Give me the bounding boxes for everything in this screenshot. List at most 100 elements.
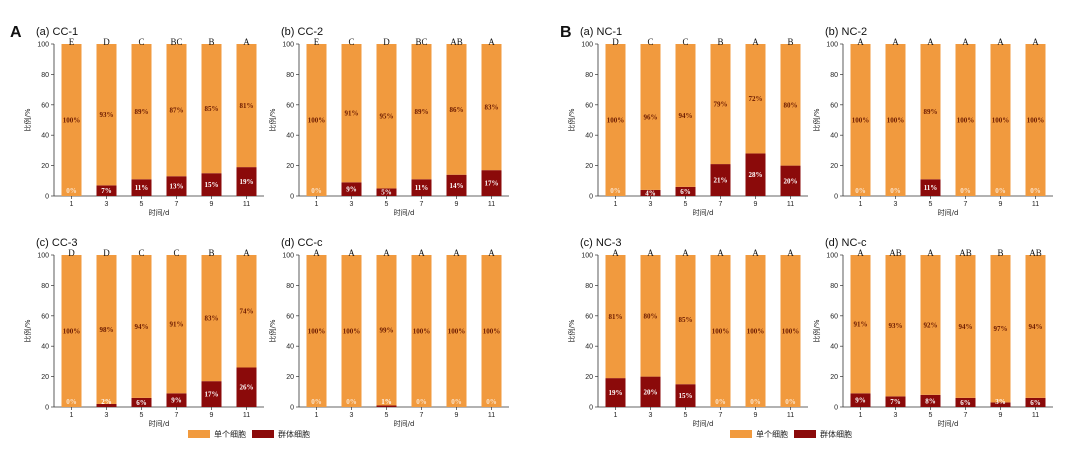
group-percent-label: 11% [415, 184, 429, 192]
group-percent-label: 0% [486, 398, 497, 406]
significance-letter: D [383, 37, 390, 47]
bar-single-segment [166, 44, 187, 177]
bar-single-segment [481, 255, 502, 407]
group-percent-label: 0% [995, 187, 1006, 195]
x-axis-label: 时间/d [149, 208, 170, 217]
y-tick-label: 80 [830, 283, 838, 290]
group-percent-label: 2% [101, 398, 112, 406]
bar-single-segment [166, 255, 187, 394]
single-percent-label: 100% [957, 117, 975, 125]
single-percent-label: 100% [852, 117, 870, 125]
y-tick-label: 100 [37, 42, 49, 49]
bar-single-segment [850, 44, 871, 196]
group-percent-label: 26% [240, 384, 254, 392]
y-tick-label: 100 [37, 253, 49, 260]
x-tick-label: 9 [754, 201, 758, 208]
y-tick-label: 80 [41, 72, 49, 79]
legend-2: 单个细胞 群体细胞 [730, 429, 852, 439]
bar-single-segment [990, 255, 1011, 403]
significance-letter: E [314, 37, 320, 47]
single-percent-label: 100% [413, 328, 431, 336]
y-tick-label: 80 [830, 72, 838, 79]
group-percent-label: 0% [346, 398, 357, 406]
x-tick-label: 9 [455, 201, 459, 208]
significance-letter: A [647, 248, 654, 258]
y-tick-label: 0 [45, 405, 49, 412]
y-tick-label: 60 [41, 102, 49, 109]
y-tick-label: 100 [282, 253, 294, 260]
bar-group-segment [131, 397, 152, 407]
x-tick-label: 1 [70, 412, 74, 419]
significance-letter: C [682, 37, 688, 47]
significance-letter: AB [889, 248, 902, 258]
x-tick-label: 5 [385, 412, 389, 419]
bar-group-segment [131, 179, 152, 196]
y-tick-label: 20 [286, 374, 294, 381]
group-percent-label: 0% [715, 398, 726, 406]
significance-letter: C [348, 37, 354, 47]
bar-group-segment [341, 182, 362, 196]
y-tick-label: 100 [581, 253, 593, 260]
group-percent-label: 19% [240, 178, 254, 186]
x-tick-label: 7 [175, 201, 179, 208]
legend-label-single: 单个细胞 [214, 429, 246, 439]
x-tick-label: 3 [649, 201, 653, 208]
bar-single-segment [885, 44, 906, 196]
y-tick-label: 40 [286, 344, 294, 351]
significance-letter: C [647, 37, 653, 47]
chart-panel-6: (b) NC-2 0 20 40 60 80 100 比例/% 时间/d 1 A 100% 0% 3 A 10… [812, 26, 1053, 217]
x-tick-label: 11 [243, 412, 250, 419]
single-percent-label: 94% [679, 112, 693, 120]
significance-letter: A [752, 248, 759, 258]
significance-letter: A [927, 37, 934, 47]
bar-single-segment [640, 255, 661, 377]
x-tick-label: 3 [350, 412, 354, 419]
single-percent-label: 100% [747, 328, 765, 336]
y-axis-label: 比例/% [23, 319, 32, 342]
section-label-a: A [10, 24, 22, 41]
chart-panel-7: (c) NC-3 0 20 40 60 80 100 比例/% 时间/d 1 A 81% 19% 3 A 80… [567, 237, 808, 428]
group-percent-label: 0% [416, 398, 427, 406]
single-percent-label: 93% [100, 111, 114, 119]
significance-letter: D [612, 37, 619, 47]
y-tick-label: 80 [41, 283, 49, 290]
panel-title: (a) CC-1 [36, 26, 78, 38]
bar-single-segment [96, 255, 117, 404]
bar-group-segment [481, 170, 502, 196]
significance-letter: A [857, 248, 864, 258]
group-percent-label: 5% [381, 189, 392, 197]
y-tick-label: 40 [286, 133, 294, 140]
group-percent-label: 0% [66, 187, 77, 195]
single-percent-label: 91% [170, 321, 184, 329]
significance-letter: A [313, 248, 320, 258]
single-percent-label: 96% [644, 113, 658, 121]
y-tick-label: 60 [830, 313, 838, 320]
bar-single-segment [376, 44, 397, 189]
y-axis-label: 比例/% [23, 108, 32, 131]
y-tick-label: 0 [45, 194, 49, 201]
group-percent-label: 0% [311, 398, 322, 406]
x-tick-label: 5 [929, 412, 933, 419]
group-percent-label: 13% [170, 183, 184, 191]
single-percent-label: 100% [308, 117, 326, 125]
group-percent-label: 9% [171, 397, 182, 405]
single-percent-label: 94% [1029, 323, 1043, 331]
significance-letter: A [348, 248, 355, 258]
x-tick-label: 7 [420, 201, 424, 208]
panel-title: (a) NC-1 [580, 26, 622, 38]
y-tick-label: 60 [286, 313, 294, 320]
significance-letter: A [488, 37, 495, 47]
y-tick-label: 80 [585, 283, 593, 290]
significance-letter: C [173, 248, 179, 258]
single-percent-label: 100% [448, 328, 466, 336]
x-tick-label: 11 [1032, 412, 1039, 419]
significance-letter: B [717, 37, 723, 47]
chart-panel-5: (a) NC-1020406080100比例/%时间/d1D100%0%3C96… [567, 26, 808, 217]
group-percent-label: 17% [485, 180, 499, 188]
group-percent-label: 11% [924, 184, 938, 192]
x-tick-label: 7 [964, 412, 968, 419]
group-percent-label: 17% [205, 391, 219, 399]
bar-group-segment [640, 189, 661, 196]
bar-group-segment [411, 179, 432, 196]
section-label-b: B [560, 24, 572, 41]
